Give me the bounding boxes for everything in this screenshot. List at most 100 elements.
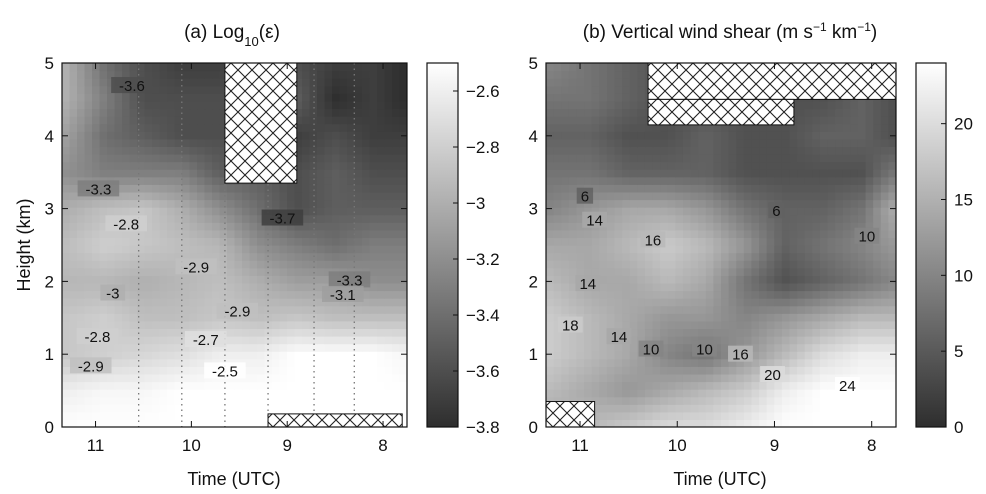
heatmap-cell — [249, 411, 258, 421]
heatmap-cell — [114, 343, 123, 352]
heatmap-cell — [789, 298, 798, 307]
heatmap-cell — [159, 108, 168, 117]
x-tick-label: 8 — [867, 436, 876, 455]
heatmap-cell — [242, 366, 251, 375]
heatmap-cell — [568, 161, 578, 170]
heatmap-cell — [159, 396, 168, 405]
heatmap-cell — [827, 381, 836, 390]
heatmap-cell — [850, 343, 859, 352]
contour-label-bg — [321, 285, 364, 302]
heatmap-cell — [92, 305, 101, 314]
heatmap-cell — [159, 131, 168, 140]
heatmap-cell — [728, 313, 737, 322]
heatmap-cell — [675, 169, 684, 178]
heatmap-cell — [84, 207, 93, 216]
heatmap-cell — [728, 275, 737, 284]
heatmap-cell — [272, 336, 281, 345]
heatmap-cell — [84, 298, 93, 307]
heatmap-cell — [69, 78, 78, 87]
heatmap-cell — [324, 138, 333, 148]
heatmap-cell — [622, 85, 631, 94]
heatmap-cell — [294, 366, 303, 375]
heatmap-cell — [781, 336, 791, 345]
heatmap-cell — [667, 267, 676, 276]
heatmap-cell — [114, 237, 123, 246]
contour-label: -3.6 — [119, 78, 145, 95]
heatmap-cell — [690, 237, 699, 246]
heatmap-cell — [774, 358, 783, 367]
heatmap-cell — [675, 419, 684, 427]
heatmap-cell — [759, 411, 768, 421]
heatmap-cell — [546, 108, 555, 117]
heatmap-cell — [553, 176, 562, 185]
heatmap-cell — [152, 116, 161, 125]
heatmap-cell — [197, 290, 206, 299]
heatmap-cell — [857, 131, 867, 140]
heatmap-cell — [309, 100, 318, 110]
heatmap-cell — [384, 207, 393, 216]
heatmap-cell — [865, 381, 874, 390]
panel-a-title: (a) Log10(ε) — [184, 22, 280, 49]
heatmap-cell — [584, 305, 593, 314]
heatmap-cell — [167, 214, 176, 223]
heatmap-cell — [553, 389, 562, 398]
heatmap-cell — [819, 404, 829, 413]
heatmap-cell — [698, 328, 707, 337]
heatmap-cell — [774, 131, 783, 140]
heatmap-cell — [137, 313, 146, 322]
heatmap-cell — [197, 229, 206, 239]
heatmap-cell — [827, 108, 836, 117]
heatmap-cell — [369, 199, 378, 208]
heatmap-cell — [362, 328, 371, 337]
heatmap-cell — [159, 63, 168, 72]
heatmap-cell — [705, 229, 714, 239]
heatmap-cell — [377, 154, 386, 163]
heatmap-cell — [107, 267, 116, 276]
heatmap-cell — [819, 267, 829, 276]
heatmap-cell — [159, 320, 168, 330]
heatmap-cell — [384, 85, 393, 94]
heatmap-cell — [347, 222, 356, 231]
heatmap-cell — [204, 229, 213, 239]
heatmap-cell — [835, 199, 844, 208]
heatmap-cell — [219, 199, 228, 208]
heatmap-cell — [392, 245, 401, 254]
heatmap-cell — [159, 282, 168, 292]
heatmap-cell — [721, 138, 730, 148]
heatmap-cell — [622, 146, 631, 155]
heatmap-cell — [774, 176, 783, 185]
heatmap-cell — [159, 389, 168, 398]
heatmap-cell — [690, 275, 699, 284]
heatmap-cell — [652, 313, 661, 322]
heatmap-cell — [553, 267, 562, 276]
heatmap-cell — [242, 275, 251, 284]
heatmap-cell — [182, 169, 191, 178]
heatmap-cell — [257, 275, 266, 284]
heatmap-cell — [204, 154, 213, 163]
heatmap-cell — [384, 366, 393, 375]
heatmap-cell — [399, 123, 407, 132]
heatmap-cell — [144, 343, 153, 352]
heatmap-cell — [84, 252, 93, 261]
heatmap-cell — [797, 366, 806, 375]
heatmap-cell — [392, 146, 401, 155]
heatmap-cell — [804, 154, 813, 163]
heatmap-cell — [599, 154, 608, 163]
heatmap-cell — [614, 381, 623, 390]
heatmap-cell — [354, 161, 363, 170]
heatmap-cell — [629, 252, 638, 261]
heatmap-cell — [309, 85, 318, 94]
heatmap-cell — [675, 191, 684, 201]
heatmap-cell — [384, 63, 393, 72]
heatmap-cell — [622, 282, 631, 292]
heatmap-cell — [324, 108, 333, 117]
heatmap-cell — [332, 207, 341, 216]
heatmap-cell — [144, 305, 153, 314]
heatmap-cell — [219, 419, 228, 427]
heatmap-cell — [294, 191, 303, 201]
heatmap-cell — [888, 169, 896, 178]
heatmap-cell — [804, 373, 813, 383]
heatmap-cell — [189, 116, 198, 125]
heatmap-cell — [591, 146, 600, 155]
heatmap-cell — [804, 176, 813, 185]
